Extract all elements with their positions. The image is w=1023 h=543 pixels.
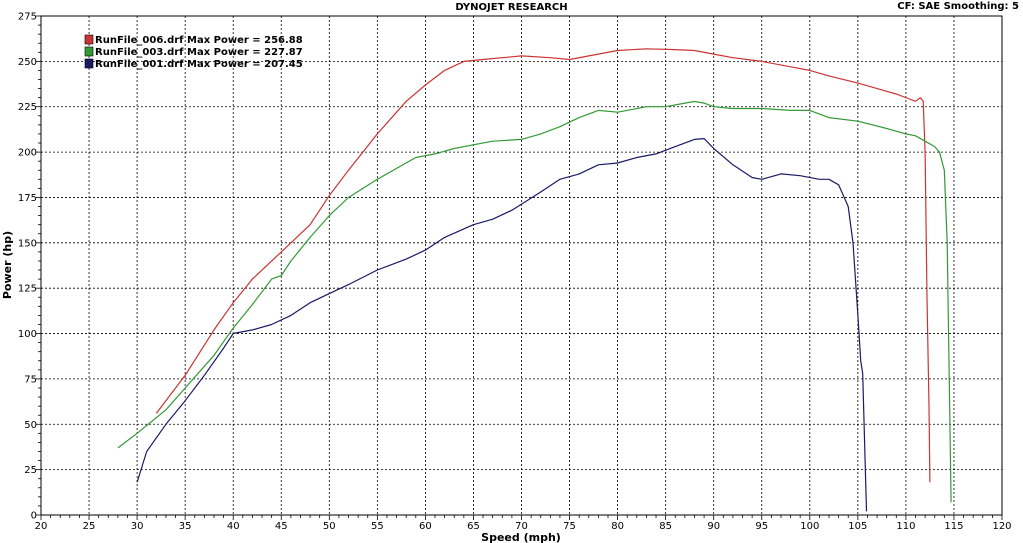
x-axis-label: Speed (mph) <box>481 531 561 543</box>
minor-ticks <box>36 15 1003 520</box>
y-tick-label: 50 <box>24 420 37 431</box>
legend-swatch-2 <box>84 46 94 57</box>
x-tick-label: 85 <box>659 521 672 532</box>
legend-swatch-3 <box>84 58 94 69</box>
x-tick-label: 65 <box>467 521 480 532</box>
legend-swatch-1 <box>84 34 94 45</box>
x-tick-label: 60 <box>419 521 432 532</box>
x-tick-label: 45 <box>275 521 288 532</box>
x-axis-tick-labels: 20 25 30 35 40 45 50 55 60 65 70 75 80 85 90 95 100 105 11… <box>35 521 1012 532</box>
x-tick-label: 75 <box>563 521 576 532</box>
x-tick-label: 100 <box>800 521 819 532</box>
legend-label-2: RunFile_003.drf Max Power = 227.87 <box>95 47 303 58</box>
x-tick-label: 55 <box>371 521 384 532</box>
x-tick-label: 90 <box>707 521 720 532</box>
y-tick-label: 75 <box>24 374 37 385</box>
x-tick-label: 30 <box>131 521 144 532</box>
x-tick-label: 95 <box>755 521 768 532</box>
y-tick-label: 150 <box>18 238 37 249</box>
cf-smoothing-label: CF: SAE Smoothing: 5 <box>897 1 1019 12</box>
y-tick-label: 125 <box>18 284 37 295</box>
x-tick-label: 115 <box>944 521 963 532</box>
x-tick-label: 70 <box>515 521 528 532</box>
y-tick-label: 200 <box>18 148 37 159</box>
legend-label-3: RunFile_001.drf Max Power = 207.45 <box>95 59 303 70</box>
x-tick-label: 110 <box>896 521 915 532</box>
y-tick-label: 100 <box>18 329 37 340</box>
y-tick-label: 275 <box>18 12 37 23</box>
y-axis-tick-labels: 0 25 50 75 100 125 150 175 200 225 250 275 <box>18 12 37 522</box>
x-tick-label: 120 <box>992 521 1011 532</box>
series-line-1 <box>155 48 931 483</box>
x-tick-label: 50 <box>323 521 336 532</box>
legend: RunFile_006.drf Max Power = 256.88RunFil… <box>84 34 303 70</box>
x-tick-label: 25 <box>83 521 96 532</box>
y-tick-label: 225 <box>18 102 37 113</box>
x-tick-label: 105 <box>848 521 867 532</box>
series-line-3 <box>136 138 868 512</box>
y-tick-label: 175 <box>18 193 37 204</box>
x-tick-label: 40 <box>227 521 240 532</box>
series-line-2 <box>117 100 952 503</box>
legend-label-1: RunFile_006.drf Max Power = 256.88 <box>95 35 303 46</box>
chart-title: DYNOJET RESEARCH <box>455 2 568 13</box>
y-tick-label: 25 <box>24 465 37 476</box>
y-tick-label: 0 <box>31 511 37 522</box>
x-tick-label: 80 <box>611 521 624 532</box>
y-tick-label: 250 <box>18 57 37 68</box>
y-axis-label: Power (hp) <box>1 231 14 299</box>
x-tick-label: 35 <box>179 521 192 532</box>
x-tick-label: 20 <box>35 521 48 532</box>
series-lines <box>117 48 952 512</box>
